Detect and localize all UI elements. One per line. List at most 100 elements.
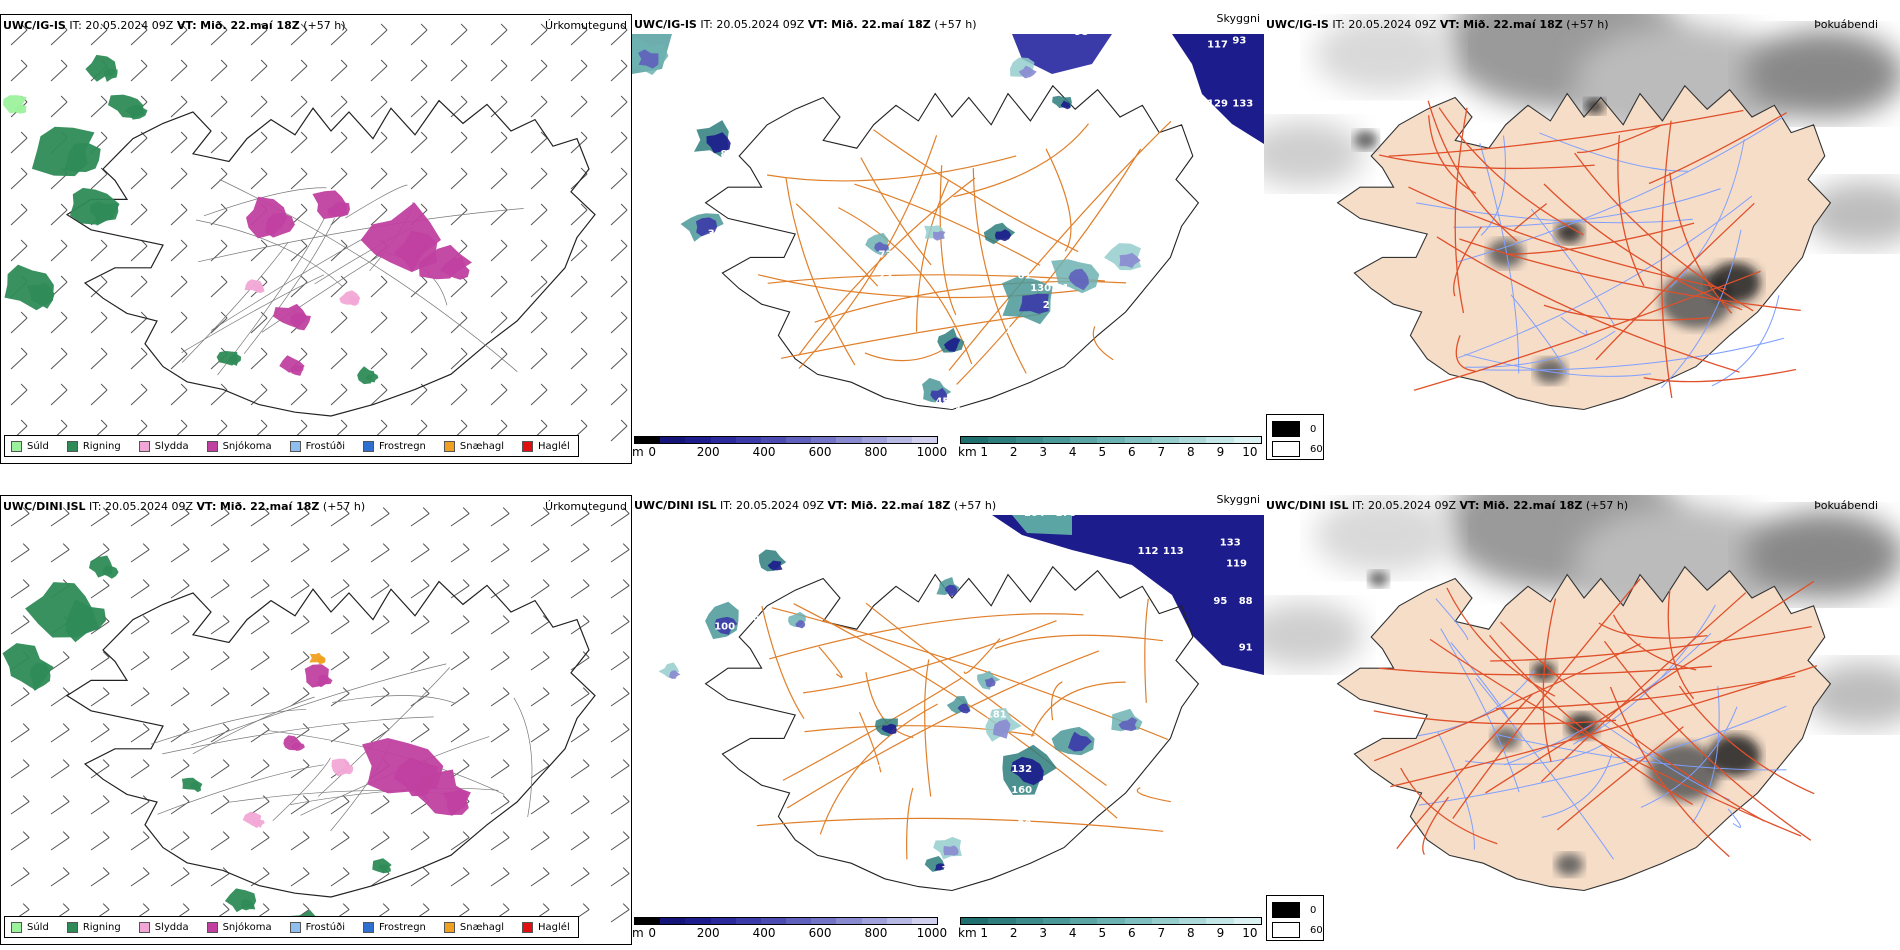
fog-panel-row1: UWC/IG-IS IT: 20.05.2024 09Z VT: Mið. 22… xyxy=(1264,14,1900,464)
visibility-label: Skyggni xyxy=(1216,14,1260,25)
precip-legend-item: Snjókoma xyxy=(206,440,272,452)
colorbar-tick: 7 xyxy=(1157,926,1166,940)
legend-swatch xyxy=(138,921,150,933)
colorbar-tick: 5 xyxy=(1098,926,1107,940)
colorbar-ticks: m 0 200 400 600 800 1000 xyxy=(632,444,947,459)
colorbar-tick: 200 xyxy=(696,445,720,459)
precip-legend-item: Snæhagl xyxy=(443,440,504,452)
fog-legend-item: 60 xyxy=(1272,441,1323,457)
cloud-base-value: 61 xyxy=(1018,271,1032,282)
cloud-base-value: 181 xyxy=(986,710,1007,721)
fog-indicator-map xyxy=(1264,495,1900,915)
legend-swatch xyxy=(138,440,150,452)
cloud-base-value: 107 xyxy=(860,764,881,775)
cloud-base-value: 73 xyxy=(879,250,893,261)
colorbar-gradient xyxy=(960,436,1262,444)
precip-legend-item: Rigning xyxy=(66,921,121,933)
fog-legend-item: 0 xyxy=(1272,421,1316,437)
cloud-base-value: 93 xyxy=(1232,35,1246,46)
legend-label: Frostúði xyxy=(305,921,345,933)
precip-legend-item: Slydda xyxy=(138,921,189,933)
legend-label: Slydda xyxy=(154,440,189,452)
colorbar-tick: 8 xyxy=(1187,926,1195,940)
cloud-base-value: 51 xyxy=(942,376,956,387)
fog-legend-item: 60 xyxy=(1272,922,1323,938)
precip-legend-item: Rigning xyxy=(66,440,121,452)
cloud-base-value: 176 xyxy=(1055,508,1076,519)
cloud-base-value: 113 xyxy=(1163,546,1184,557)
cloud-base-panel-row2: UWC/DINI ISL IT: 20.05.2024 09Z VT: Mið.… xyxy=(632,495,1264,945)
colorbar-tick: 5 xyxy=(1098,445,1107,459)
fog-legend-value: 0 xyxy=(1310,904,1317,916)
precip-legend-item: Haglél xyxy=(522,440,570,452)
cloud-base-value: 75 xyxy=(942,865,956,876)
colorbar-ticks: m 0 200 400 600 800 1000 xyxy=(632,925,947,940)
cloud-base-value: 98 xyxy=(1074,27,1088,38)
panel-title: UWC/IG-IS IT: 20.05.2024 09Z VT: Mið. 22… xyxy=(634,18,977,31)
legend-label: Snjókoma xyxy=(222,921,272,933)
panel-title: UWC/IG-IS IT: 20.05.2024 09Z VT: Mið. 22… xyxy=(1266,18,1609,31)
legend-label: Rigning xyxy=(82,921,121,933)
colorbar-tick: 1000 xyxy=(916,926,948,940)
legend-label: Frostregn xyxy=(379,440,426,452)
cloud-base-value: 81 xyxy=(948,401,962,412)
colorbar-tick: 2 xyxy=(1009,926,1018,940)
colorbar-tick: 800 xyxy=(864,445,888,459)
fog-legend-swatch xyxy=(1272,922,1300,938)
precip-legend-item: Súld xyxy=(11,921,49,933)
precip-legend: Súld Rigning Slydda Snjókoma Frostúði Frostre… xyxy=(4,916,579,938)
precip-legend-item: Snjókoma xyxy=(206,921,272,933)
fog-indicator-label: Þokuábendi xyxy=(1814,499,1878,512)
colorbar-tick: 3 xyxy=(1039,445,1048,459)
colorbar-unit: km xyxy=(958,926,977,940)
colorbar-tick: 200 xyxy=(696,926,720,940)
cloud-base-value: 69 xyxy=(1037,831,1051,842)
colorbar-tick: 400 xyxy=(752,926,776,940)
colorbar-unit: km xyxy=(958,445,977,459)
fog-legend: 0 60 xyxy=(1266,895,1324,941)
cloud-base-value: 61 xyxy=(1055,283,1069,294)
fog-indicator-label: Þokuábendi xyxy=(1814,18,1878,31)
legend-swatch xyxy=(522,921,534,933)
colorbar-tick: 0 xyxy=(648,926,657,940)
precip-type-map xyxy=(3,23,628,442)
fog-legend-swatch xyxy=(1272,441,1300,457)
colorbar-tick: 600 xyxy=(808,926,832,940)
legend-swatch xyxy=(11,921,22,933)
colorbar-tick: 400 xyxy=(752,445,776,459)
cloud-base-value: 23 xyxy=(879,271,893,282)
cloud-base-value: 129 xyxy=(1207,98,1228,109)
colorbar-tick: 3 xyxy=(1039,926,1048,940)
panel-title: UWC/DINI ISL IT: 20.05.2024 09Z VT: Mið.… xyxy=(3,500,366,513)
cloud-base-value: 20 xyxy=(1018,819,1032,830)
colorbar-tick: 1000 xyxy=(916,445,948,459)
visibility-label: Skyggni xyxy=(1216,495,1260,506)
legend-swatch xyxy=(363,440,374,452)
colorbar-gradient xyxy=(960,917,1262,925)
precip-type-label: Úrkomutegund xyxy=(545,19,627,32)
legend-label: Haglél xyxy=(538,921,570,933)
visibility-colorbar: km 1 2 3 4 5 6 7 8 9 10 xyxy=(958,436,1262,459)
cloud-base-value: 133 xyxy=(1232,98,1253,109)
legend-swatch xyxy=(522,440,534,452)
legend-label: Haglél xyxy=(538,440,570,452)
colorbar-tick: 6 xyxy=(1127,445,1136,459)
fog-legend-swatch xyxy=(1272,421,1300,437)
legend-label: Súld xyxy=(27,921,49,933)
legend-swatch xyxy=(289,440,301,452)
precip-legend: Súld Rigning Slydda Snjókoma Frostúði Frostre… xyxy=(4,435,579,457)
cloud-base-value: 40 xyxy=(702,237,716,248)
cloud-base-value: 160 xyxy=(1011,785,1032,796)
colorbar-tick: 2 xyxy=(1009,445,1018,459)
precip-legend-item: Slydda xyxy=(138,440,189,452)
legend-label: Snæhagl xyxy=(459,921,505,933)
cloud-base-value: 87 xyxy=(973,735,987,746)
colorbar-tick: 10 xyxy=(1242,926,1258,940)
panel-title: UWC/IG-IS IT: 20.05.2024 09Z VT: Mið. 22… xyxy=(3,19,346,32)
colorbar-tick: 600 xyxy=(808,445,832,459)
cloud-base-value: 164 xyxy=(1024,508,1045,519)
precip-legend-item: Frostúði xyxy=(289,440,345,452)
legend-swatch xyxy=(66,440,78,452)
colorbar-gradient xyxy=(634,436,938,444)
